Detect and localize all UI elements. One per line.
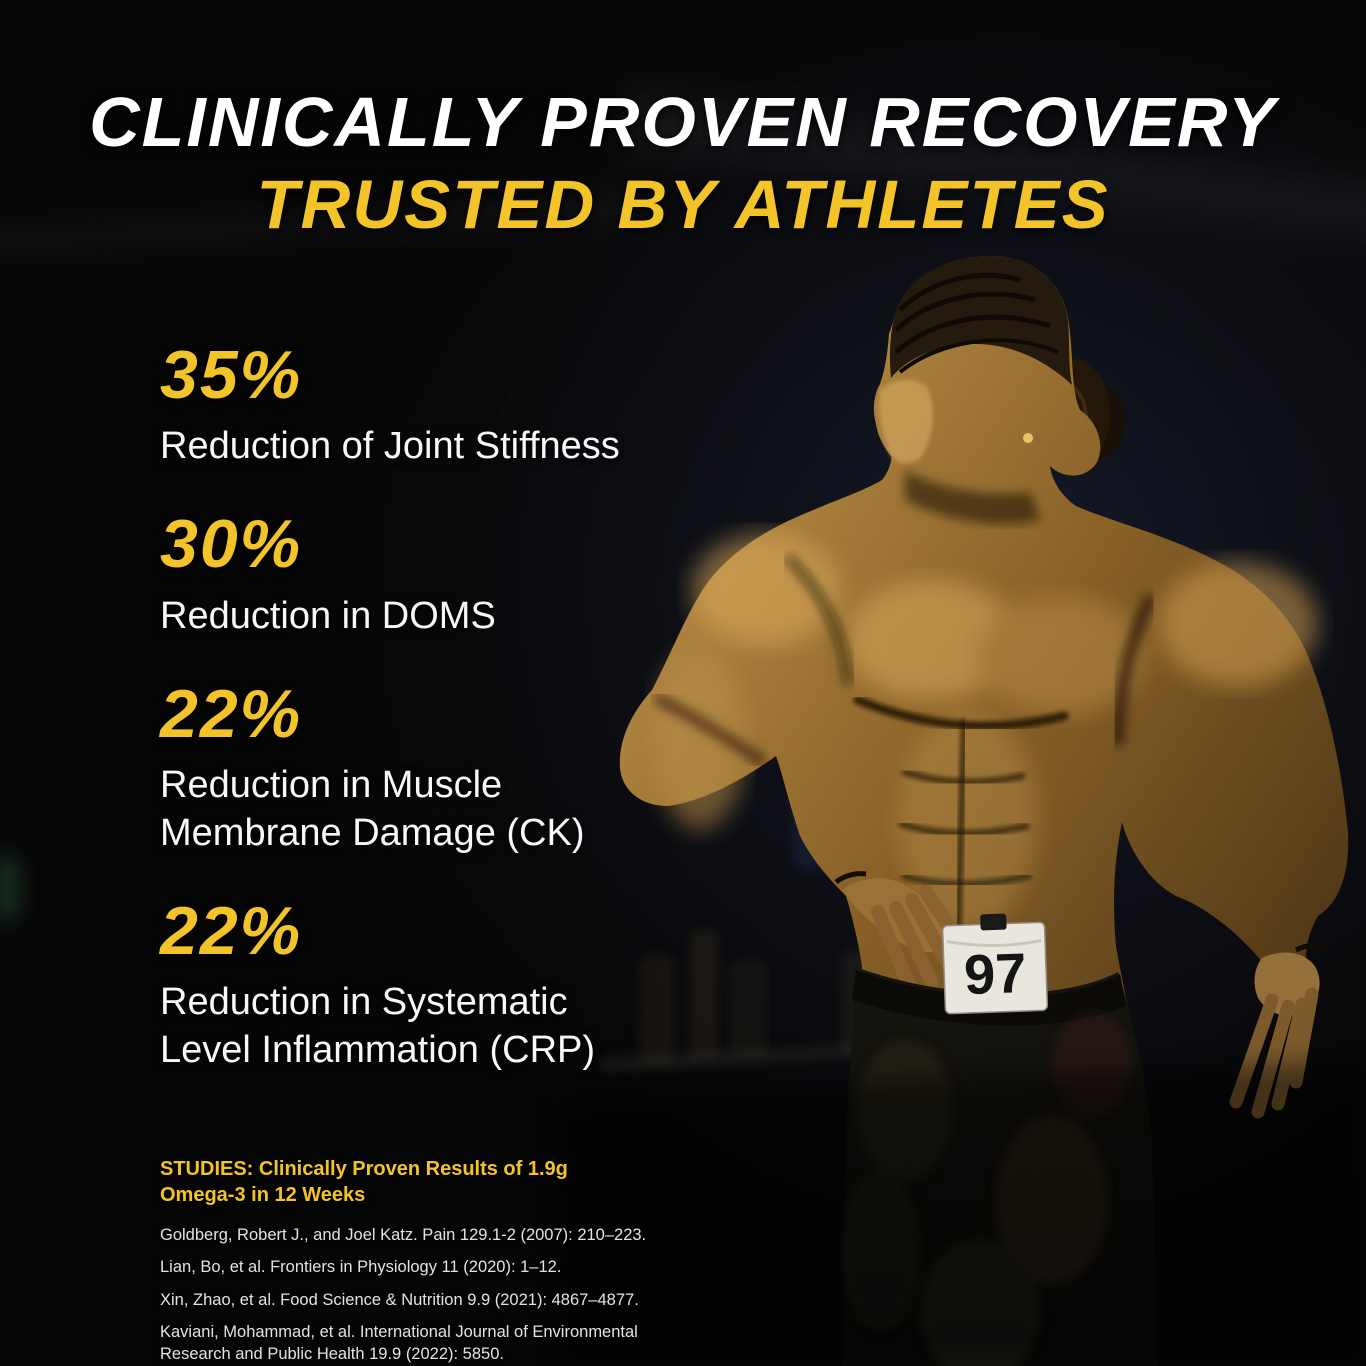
competitor-number-badge: 97 [941,913,1049,1015]
stat-label: Reduction in DOMS [160,594,496,637]
muscle-shadows [654,555,1156,943]
stat-value: 30% [160,506,303,583]
photo-vignette [560,1060,1366,1366]
studies-heading: STUDIES: Clinically Proven Results of 1.… [160,1158,568,1207]
citation: Xin, Zhao, et al. Food Science & Nutriti… [160,1290,639,1309]
competitor-number: 97 [963,941,1027,1006]
left-hand-on-hip [834,871,965,999]
studies-block: STUDIES: Clinically Proven Results of 1.… [160,1156,740,1366]
earring [1023,433,1033,443]
background-green-glow [0,856,20,920]
stat-item-muscle-membrane: 22% Reduction in Muscle Membrane Damage … [160,675,740,858]
headline-block: CLINICALLY PROVEN RECOVERY TRUSTED BY AT… [0,86,1366,241]
face-shading [879,379,1040,524]
stat-label: Reduction in Systematic Level Inflammati… [160,981,596,1071]
stat-value: 35% [160,337,303,413]
citation: Lian, Bo, et al. Frontiers in Physiology… [160,1258,562,1277]
stat-label: Reduction of Joint Stiffness [160,425,620,468]
citations-list: Goldberg, Robert J., and Joel Katz. Pain… [160,1225,740,1365]
page-title: CLINICALLY PROVEN RECOVERY [89,83,1277,161]
citation: Goldberg, Robert J., and Joel Katz. Pain… [160,1225,647,1244]
braided-hair [889,256,1072,385]
stat-item-doms: 30% Reduction in DOMS [160,506,740,640]
wrist-bracelet-right [1294,942,1327,953]
stat-value: 22% [160,892,303,969]
stat-item-joint-stiffness: 35% Reduction of Joint Stiffness [160,337,740,471]
stat-label: Reduction in Muscle Membrane Damage (CK) [160,763,585,854]
muscle-highlights [654,534,1318,930]
page-subtitle: TRUSTED BY ATHLETES [256,165,1110,243]
citation: Kaviani, Mohammad, et al. International … [160,1323,638,1363]
badge-clip [980,913,1007,931]
stats-list: 35% Reduction of Joint Stiffness 30% Red… [160,337,740,1113]
stat-value: 22% [160,675,303,752]
wrist-bracelet-left [834,871,867,885]
stat-item-inflammation: 22% Reduction in Systematic Level Inflam… [160,892,740,1075]
